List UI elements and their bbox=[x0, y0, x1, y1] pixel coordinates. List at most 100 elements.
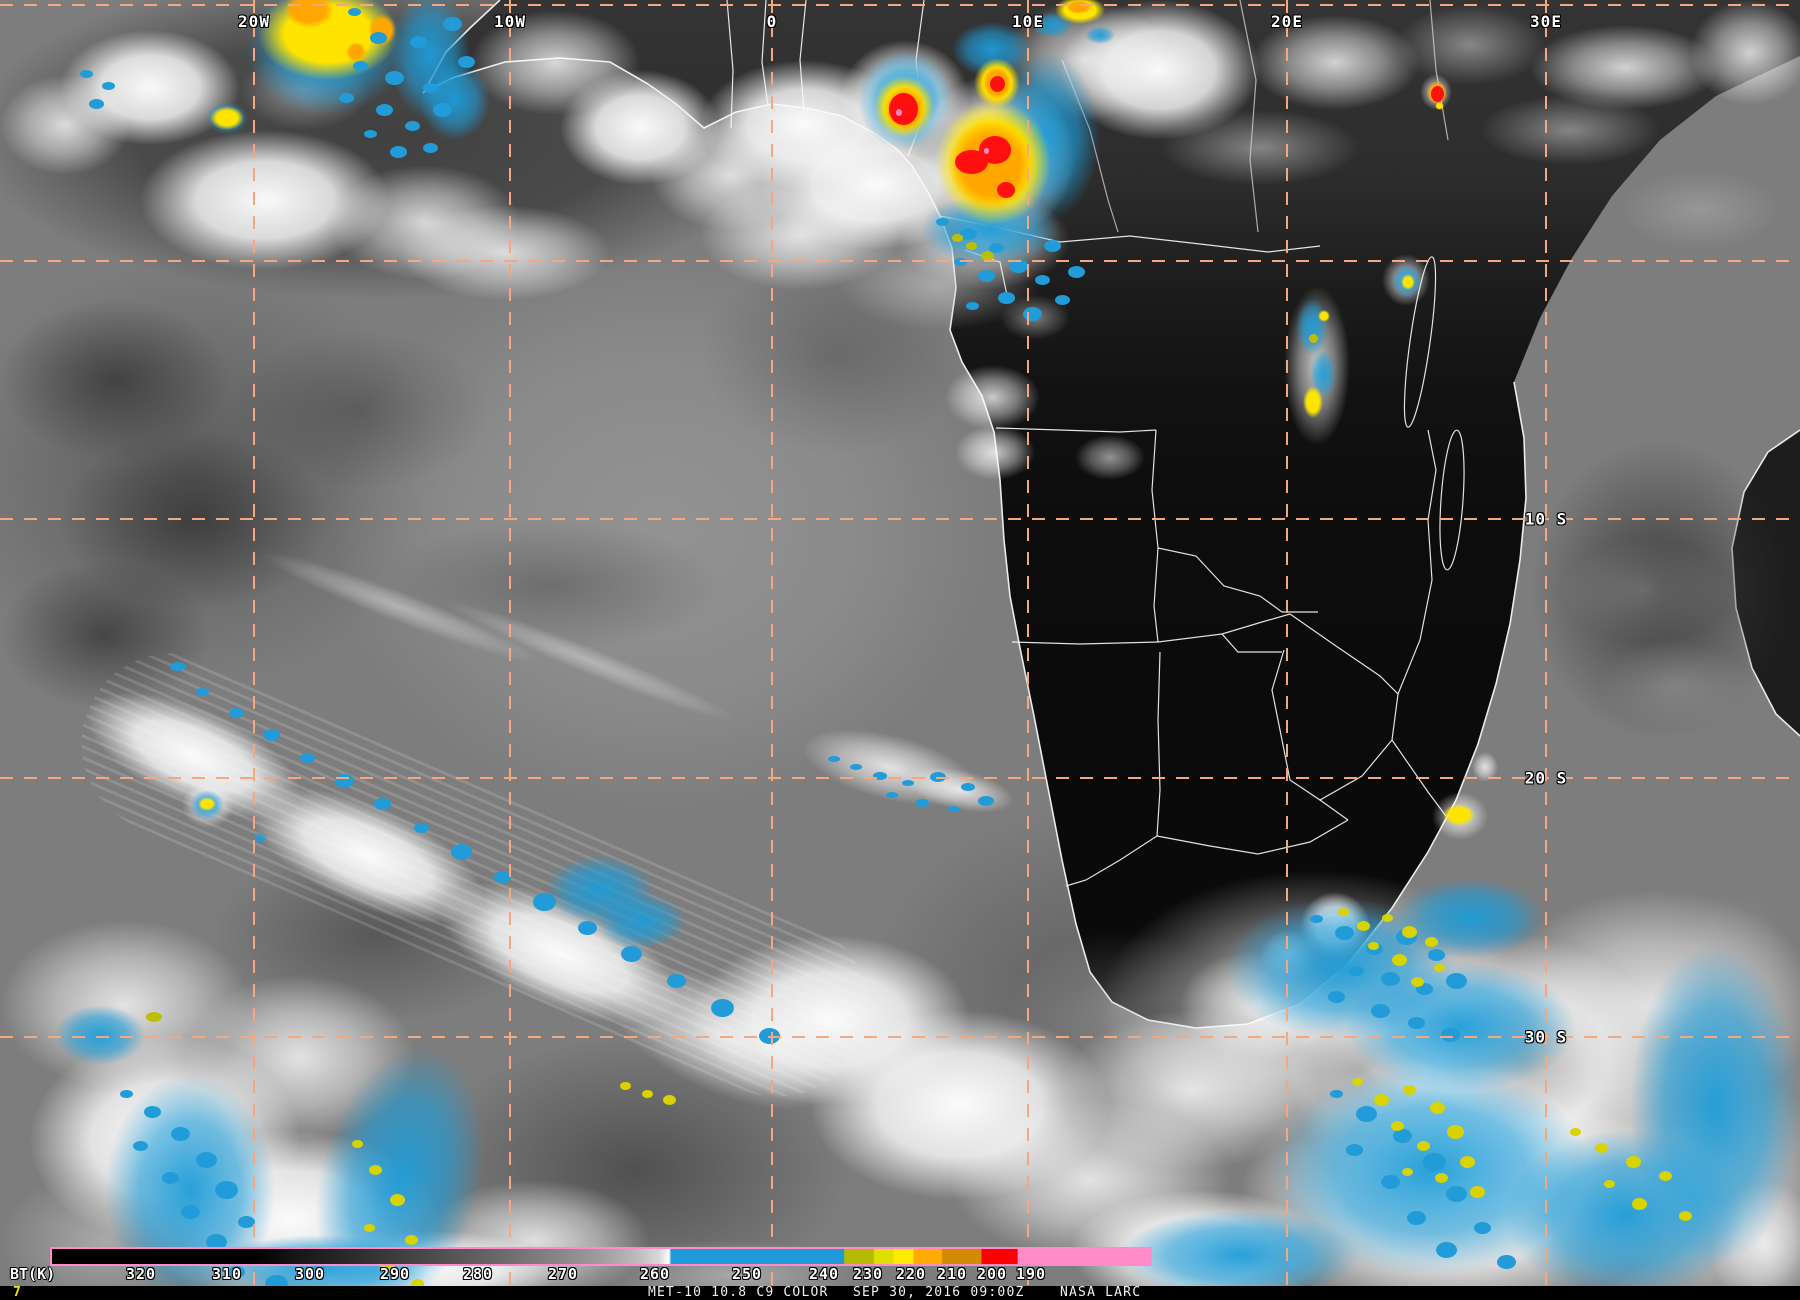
cloud-blob bbox=[1570, 1128, 1581, 1136]
cloud-blob bbox=[1401, 274, 1415, 290]
meridian-line bbox=[253, 0, 255, 1286]
caption-instrument: MET-10 10.8 C9 COLOR bbox=[648, 1285, 829, 1300]
latitude-label: 30 S bbox=[1524, 1027, 1568, 1047]
cloud-blob bbox=[1250, 15, 1420, 110]
cloud-blob bbox=[990, 76, 1005, 92]
cloud-blob bbox=[1620, 170, 1780, 250]
cloud-blob bbox=[1075, 435, 1145, 480]
cloud-blob bbox=[1310, 915, 1323, 923]
cloud-blob bbox=[1330, 1090, 1343, 1098]
colorbar-tick: 250 bbox=[731, 1265, 763, 1283]
colorbar-tick: 310 bbox=[211, 1265, 243, 1283]
colorbar-tick: 230 bbox=[852, 1265, 884, 1283]
cloud-blob bbox=[1318, 310, 1330, 322]
cloud-blob bbox=[198, 797, 216, 811]
colorbar-tick: 220 bbox=[895, 1265, 927, 1283]
cloud-blob bbox=[1443, 804, 1475, 826]
colorbar-tick: 190 bbox=[1015, 1265, 1047, 1283]
longitude-label: 20E bbox=[1271, 12, 1303, 31]
cloud-blob bbox=[1085, 26, 1115, 44]
cloud-blob bbox=[1530, 440, 1790, 740]
cloud-blob bbox=[120, 1090, 133, 1098]
parallel-line bbox=[0, 1036, 1800, 1038]
cloud-blob bbox=[936, 218, 949, 226]
channel-number: 7 bbox=[13, 1285, 23, 1300]
colorbar-tick: 240 bbox=[808, 1265, 840, 1283]
caption-datetime: SEP 30, 2016 09:00Z bbox=[853, 1285, 1025, 1300]
cloud-blob bbox=[368, 14, 396, 46]
colorbar-tick: 290 bbox=[379, 1265, 411, 1283]
colorbar-tick: 200 bbox=[976, 1265, 1008, 1283]
cloud-blob bbox=[80, 70, 93, 78]
cloud-blob bbox=[889, 93, 918, 125]
latitude-label: 20 S bbox=[1524, 768, 1568, 788]
cloud-blob bbox=[1000, 295, 1070, 340]
colorbar-tick: 210 bbox=[936, 1265, 968, 1283]
cloud-blob bbox=[146, 1012, 162, 1022]
longitude-label: 10W bbox=[494, 12, 526, 31]
cloud-blob bbox=[380, 520, 720, 650]
meridian-line bbox=[509, 0, 511, 1286]
cloud-blob bbox=[348, 8, 361, 16]
cloud-blob bbox=[0, 75, 130, 175]
cloud-blob bbox=[1560, 540, 1730, 640]
cloud-blob bbox=[1303, 386, 1323, 418]
cloud-blob bbox=[1160, 110, 1360, 185]
cloud-blob bbox=[1630, 945, 1800, 1265]
parallel-line bbox=[0, 260, 1800, 262]
colorbar-title: BT(K) bbox=[10, 1265, 56, 1283]
meridian-line bbox=[771, 0, 773, 1286]
colorbar-tick: 270 bbox=[547, 1265, 579, 1283]
cloud-blob bbox=[210, 106, 244, 130]
parallel-line bbox=[0, 518, 1800, 520]
cloud-blob bbox=[1395, 878, 1545, 958]
cloud-blob bbox=[828, 756, 840, 762]
cloud-blob bbox=[997, 182, 1015, 198]
parallel-line bbox=[0, 777, 1800, 779]
cloud-blob bbox=[420, 60, 490, 140]
longitude-label: 0 bbox=[766, 12, 778, 31]
cloud-blob bbox=[1600, 640, 1750, 730]
cloud-blob bbox=[596, 893, 686, 949]
cloud-blob bbox=[952, 234, 963, 242]
caption-bar: 7 MET-10 10.8 C9 COLOR SEP 30, 2016 09:0… bbox=[0, 1286, 1800, 1300]
meridian-line bbox=[1027, 0, 1029, 1286]
cloud-blob bbox=[1435, 102, 1444, 110]
colorbar-tick: 300 bbox=[294, 1265, 326, 1283]
cloud-blob bbox=[170, 662, 186, 671]
cloud-blob bbox=[346, 42, 366, 62]
cloud-blob bbox=[352, 1140, 363, 1148]
latitude-label: 10 S bbox=[1524, 509, 1568, 529]
cloud-blob bbox=[896, 109, 902, 116]
cloud-blob bbox=[1066, 0, 1092, 14]
longitude-label: 30E bbox=[1530, 12, 1562, 31]
meridian-line bbox=[1545, 0, 1547, 1286]
colorbar-tick: 320 bbox=[125, 1265, 157, 1283]
cloud-blob bbox=[0, 560, 210, 710]
caption-credit: NASA LARC bbox=[1060, 1285, 1142, 1300]
cloud-blob bbox=[984, 148, 989, 154]
cloud-blob bbox=[252, 832, 268, 844]
longitude-label: 20W bbox=[238, 12, 270, 31]
cloud-blob bbox=[1120, 1210, 1360, 1300]
cloud-blob bbox=[945, 365, 1040, 430]
cloud-blob bbox=[1352, 1078, 1363, 1086]
cloud-blob bbox=[1296, 298, 1328, 356]
colorbar-tick: 280 bbox=[462, 1265, 494, 1283]
colorbar-gradient bbox=[50, 1247, 1152, 1266]
cloud-blob bbox=[196, 688, 209, 696]
colorbar-tick: 260 bbox=[639, 1265, 671, 1283]
cloud-blob bbox=[1690, 0, 1800, 105]
cloud-blob bbox=[1480, 95, 1660, 165]
cloud-blob bbox=[1338, 908, 1349, 916]
cloud-blob bbox=[1309, 334, 1318, 343]
cloud-blob bbox=[1431, 86, 1444, 102]
cloud-blob bbox=[330, 250, 990, 810]
meridian-line bbox=[1286, 0, 1288, 1286]
parallel-line bbox=[0, 4, 1800, 6]
cloud-blob bbox=[620, 1082, 631, 1090]
longitude-label: 10E bbox=[1012, 12, 1044, 31]
cloud-blob bbox=[55, 1005, 145, 1065]
land-fill bbox=[424, 0, 1800, 1028]
